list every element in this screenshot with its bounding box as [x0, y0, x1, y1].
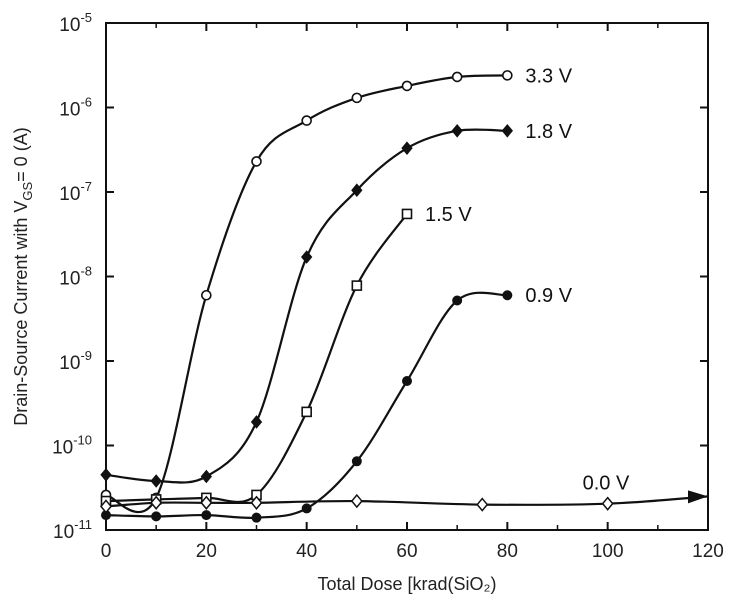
x-axis-label: Total Dose [krad(SiO₂): [317, 574, 496, 594]
data-point: [502, 70, 513, 81]
y-tick-label: 10-7: [59, 179, 92, 205]
y-tick-label: 10-8: [59, 264, 92, 290]
series-line: [105, 74, 508, 514]
data-point: [452, 295, 463, 306]
y-tick-label: 10-5: [59, 10, 92, 36]
data-point: [601, 496, 614, 511]
series-line: [105, 291, 508, 520]
y-axis-label: Drain-Source Current with VGS= 0 (A): [11, 127, 35, 425]
data-point: [476, 497, 489, 512]
data-point: [250, 415, 263, 429]
series-3-3-V: [100, 70, 513, 514]
series-labels: 3.3 V 1.8 V 1.5 V 0.9 V 0.0 V: [425, 65, 630, 494]
x-tick-label: 60: [396, 541, 417, 562]
series-label: 1.5 V: [425, 204, 472, 226]
x-tick-label: 80: [497, 541, 518, 562]
data-point: [301, 115, 312, 126]
series-layer: [100, 70, 709, 523]
data-point: [301, 250, 313, 264]
series-1-8-V: [100, 124, 513, 488]
y-tick-label: 10-9: [59, 348, 92, 374]
data-point: [351, 183, 363, 197]
x-tick-label: 40: [296, 541, 317, 562]
data-point: [401, 141, 413, 155]
y-tick-label: 10-6: [59, 95, 92, 121]
data-point: [401, 80, 413, 92]
data-point: [250, 495, 263, 510]
arrow-head: [688, 490, 708, 504]
series-0-0-V: [100, 490, 709, 514]
data-point: [502, 290, 513, 301]
series-label: 0.0 V: [583, 473, 630, 495]
data-point: [451, 124, 463, 138]
data-point: [200, 495, 213, 510]
x-tick-label: 0: [101, 541, 112, 562]
series-label: 1.8 V: [525, 121, 572, 143]
data-point: [350, 493, 363, 509]
data-point: [200, 469, 212, 484]
data-point: [150, 495, 163, 510]
series-line: [105, 128, 508, 484]
plot-border: [105, 22, 709, 531]
series-1-5-V: [100, 208, 413, 507]
data-point: [251, 156, 262, 167]
series-line: [105, 213, 408, 504]
data-point: [100, 499, 112, 514]
data-point: [451, 71, 463, 83]
y-tick-label: 10-11: [53, 517, 92, 543]
series-0-9-V: [101, 290, 513, 523]
data-point: [501, 124, 513, 138]
series-label: 0.9 V: [525, 285, 572, 307]
data-point: [402, 375, 412, 386]
data-point: [351, 280, 363, 291]
x-tick-label: 120: [692, 541, 724, 562]
data-point: [100, 468, 112, 482]
data-point: [351, 92, 363, 104]
data-point: [201, 510, 212, 521]
data-point: [301, 503, 312, 514]
data-point: [201, 289, 212, 301]
data-point: [251, 512, 262, 523]
data-point: [351, 456, 362, 467]
x-tick-label: 20: [196, 541, 217, 562]
data-point: [150, 474, 162, 488]
data-point: [401, 208, 413, 220]
axis-ticks: 0 20 40 60 80 100 120 10-11 10-10 10-9 10-8 10-7 10-…: [52, 10, 724, 562]
data-point: [301, 406, 312, 418]
plot-frame: [105, 22, 709, 531]
y-tick-label: 10-10: [52, 433, 92, 459]
series-label: 3.3 V: [525, 65, 572, 87]
data-point: [151, 511, 162, 522]
x-tick-label: 100: [592, 541, 624, 562]
